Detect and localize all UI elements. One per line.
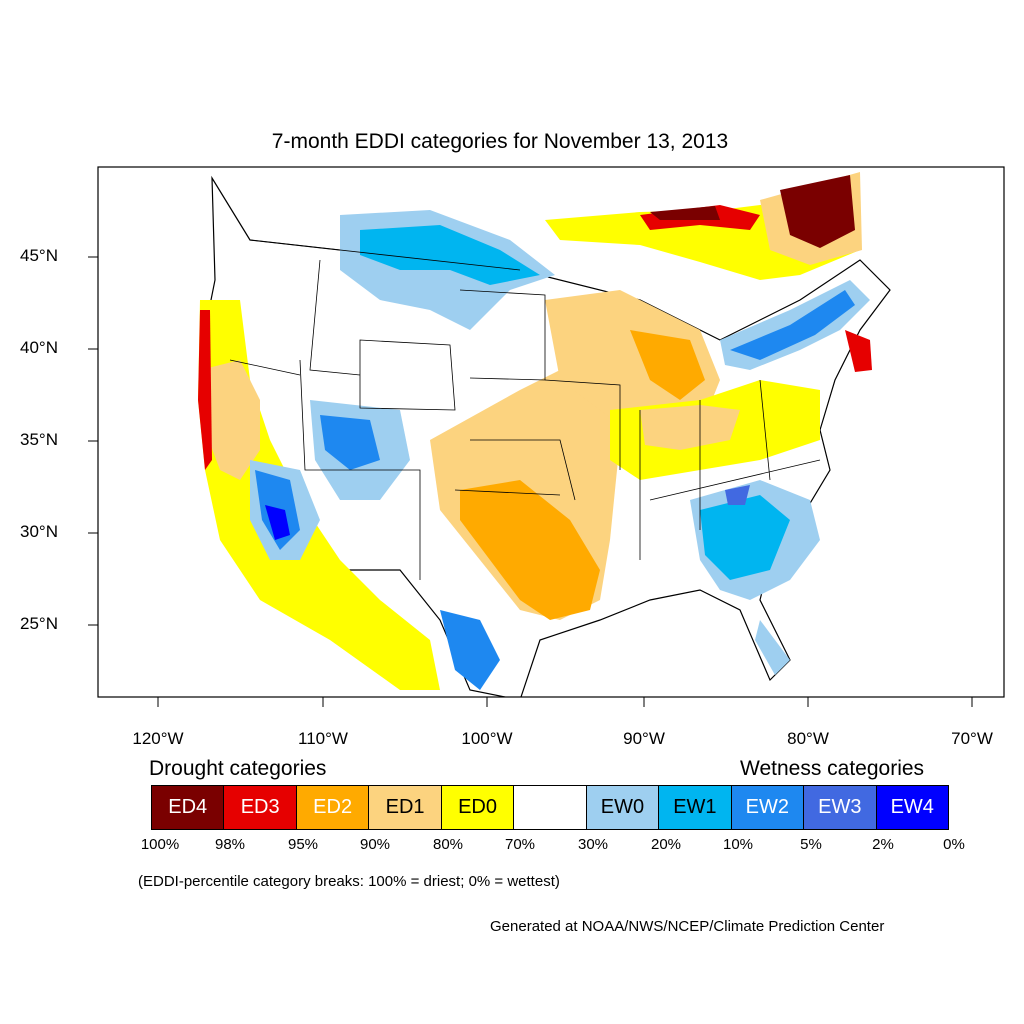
ne-ed3: [845, 330, 872, 372]
lat-ticks: [88, 256, 98, 626]
lat-label-25: 25°N: [20, 614, 58, 633]
legend-box-ew2: EW2: [731, 786, 805, 829]
lat-label-40: 40°N: [20, 338, 58, 357]
legend-box-ew1: EW1: [659, 786, 732, 829]
ohio-ed1: [640, 405, 740, 450]
lon-label-90w: 90°W: [623, 729, 665, 748]
pct-break: 70%: [504, 836, 536, 853]
credit-line: Generated at NOAA/NWS/NCEP/Climate Predi…: [490, 918, 885, 935]
state-lines: [229, 239, 821, 580]
pct-break: 98%: [214, 836, 246, 853]
pct-break: 10%: [722, 836, 754, 853]
lat-label-30: 30°N: [20, 522, 58, 541]
category-note: (EDDI-percentile category breaks: 100% =…: [138, 873, 560, 890]
wetness-heading: Wetness categories: [740, 757, 925, 780]
map-frame: [97, 166, 1005, 698]
legend-box-ew4: EW4: [876, 786, 948, 829]
canada-ed4-north: [650, 206, 720, 220]
lon-label-80w: 80°W: [787, 729, 829, 748]
lon-ticks: [157, 697, 973, 707]
michigan-ed2: [630, 330, 705, 400]
lon-label-120w: 120°W: [132, 729, 184, 748]
pct-break: 100%: [140, 836, 180, 853]
pct-break: 5%: [800, 836, 822, 853]
legend-bar: ED4 ED3 ED2 ED1 ED0 EW0 EW1 EW2 EW3 EW4: [151, 785, 949, 830]
lon-label-110w: 110°W: [298, 729, 348, 748]
ne-wet-ew2: [730, 290, 855, 360]
pct-break: 20%: [650, 836, 682, 853]
sw-wet-ew4: [265, 505, 290, 540]
legend-box-ew0: EW0: [586, 786, 660, 829]
legend-box-ed0: ED0: [441, 786, 515, 829]
legend-box-ed3: ED3: [224, 786, 297, 829]
lat-label-35: 35°N: [20, 430, 58, 449]
florida-light: [755, 620, 790, 675]
legend-box-normal: [514, 786, 587, 829]
west-coast-yellow: [198, 300, 440, 690]
pct-break: 0%: [943, 836, 965, 853]
lat-label-45: 45°N: [20, 246, 58, 265]
percent-breaks: 100% 98% 95% 90% 80% 70% 30% 20% 10% 5% …: [0, 836, 1024, 856]
map-title: 7-month EDDI categories for November 13,…: [271, 130, 729, 153]
lon-label-100w: 100°W: [461, 729, 513, 748]
legend-box-ew3: EW3: [804, 786, 877, 829]
canada-ed4-east: [780, 175, 855, 248]
west-coast-ed3: [198, 310, 212, 470]
pct-break: 30%: [577, 836, 609, 853]
pct-break: 2%: [872, 836, 894, 853]
central-ed2: [460, 480, 600, 620]
west-ed1: [200, 360, 260, 480]
texas-wet: [440, 610, 500, 690]
pct-break: 90%: [359, 836, 391, 853]
se-wet-ew3: [725, 485, 750, 505]
pct-break: 95%: [287, 836, 319, 853]
lon-label-70w: 70°W: [951, 729, 993, 748]
co-wet-ew2: [320, 415, 380, 470]
legend-box-ed2: ED2: [296, 786, 370, 829]
drought-heading: Drought categories: [149, 757, 327, 780]
legend-box-ed4: ED4: [152, 786, 225, 829]
north-wet-ew1: [360, 225, 540, 285]
midwest-ed1: [545, 290, 720, 440]
se-wet-ew1: [700, 495, 790, 580]
pct-break: 80%: [432, 836, 464, 853]
legend-box-ed1: ED1: [369, 786, 442, 829]
